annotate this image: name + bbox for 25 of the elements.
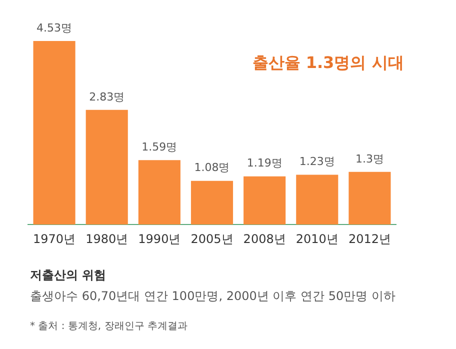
text: * 출처 : 통계청, 장래인구 추계결과 xyxy=(30,320,188,333)
bar xyxy=(190,180,234,225)
bar xyxy=(348,172,391,225)
data-label: 1.59명 xyxy=(142,140,178,154)
x-tick-label: 1970년 xyxy=(33,232,76,246)
x-tick-label: 2012년 xyxy=(348,232,391,246)
bar xyxy=(296,174,338,225)
x-tick-label: 2010년 xyxy=(296,232,338,246)
text: 출생아수 60,70년대 연간 100만명, 2000년 이후 연간 50만명 이하 xyxy=(30,288,396,305)
data-label: 2.83명 xyxy=(89,90,125,104)
bar xyxy=(33,41,76,225)
data-label: 4.53명 xyxy=(36,21,72,34)
x-tick-label: 1980년 xyxy=(86,232,128,246)
bar xyxy=(138,160,180,225)
bar xyxy=(86,110,128,225)
text: 저출산의 위험 xyxy=(30,267,108,284)
text: 출산율 1.3명의 시대 xyxy=(252,53,404,72)
x-tick-label: 2005년 xyxy=(190,232,234,246)
x-tick-label: 2008년 xyxy=(243,232,286,246)
bar xyxy=(244,176,286,225)
data-label: 1.19명 xyxy=(246,156,282,170)
x-tick-label: 1990년 xyxy=(138,232,181,246)
data-label: 1.08명 xyxy=(194,161,230,174)
data-label: 1.3명 xyxy=(355,152,384,166)
data-label: 1.23명 xyxy=(299,155,335,168)
